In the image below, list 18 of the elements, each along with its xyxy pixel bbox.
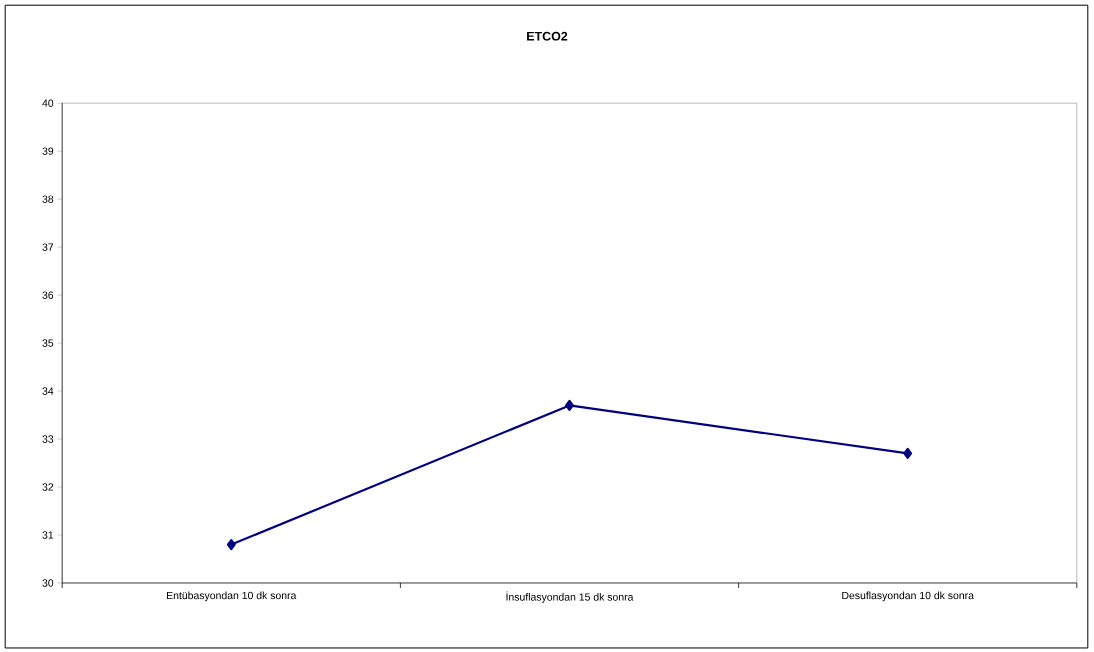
y-tick-label: 38 (42, 195, 54, 203)
point (903, 447, 913, 459)
y-tick-label: 33 (42, 435, 54, 443)
x-tick-label: Entübasyondan 10 dk sonra (167, 591, 297, 602)
y-tick-label: 36 (42, 291, 54, 299)
y-tick-label: 31 (42, 531, 54, 539)
x-tick-label: Desuflasyondan 10 dk sonra (842, 591, 974, 602)
y-tick-label: 37 (42, 243, 54, 251)
chart-title: ETCO2 (527, 31, 568, 41)
point (226, 538, 236, 551)
y-tick-label: 39 (42, 147, 54, 155)
y-tick-label: 32 (42, 483, 54, 491)
y-tick-label: 34 (42, 387, 54, 395)
x-tick-label: İnsuflasyondan 15 dk sonra (506, 591, 634, 603)
y-tick-label: 40 (42, 99, 54, 107)
y-tick-label: 35 (42, 339, 54, 347)
point (565, 399, 574, 411)
y-tick-label: 30 (42, 579, 54, 587)
